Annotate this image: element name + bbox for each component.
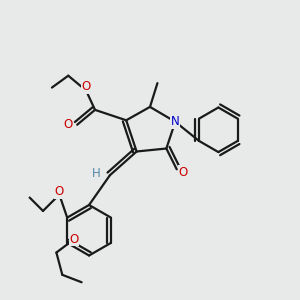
- Text: O: O: [178, 166, 188, 179]
- Text: O: O: [70, 233, 79, 246]
- Text: O: O: [55, 185, 64, 198]
- Text: N: N: [171, 115, 180, 128]
- Text: O: O: [82, 80, 91, 94]
- Text: O: O: [64, 118, 73, 131]
- Text: H: H: [92, 167, 101, 180]
